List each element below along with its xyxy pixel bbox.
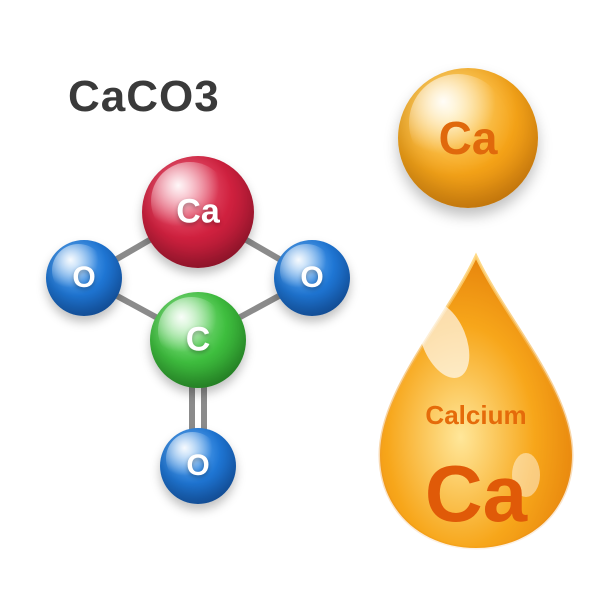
- atom-label: Ca: [142, 193, 254, 232]
- atom-label: C: [150, 321, 246, 360]
- atom-o2: O: [274, 240, 350, 316]
- atom-c: C: [150, 292, 246, 388]
- atom-label: O: [274, 261, 350, 295]
- calcium-ball: Ca: [398, 68, 538, 208]
- atom-o1: O: [46, 240, 122, 316]
- calcium-drop: Calcium Ca: [376, 250, 576, 550]
- atom-label: O: [46, 261, 122, 295]
- formula-text: CaCO3: [68, 72, 220, 122]
- atom-o3: O: [160, 428, 236, 504]
- drop-label-main: Ca: [376, 448, 576, 540]
- atom-label: O: [160, 449, 236, 483]
- diagram-canvas: CaCO3 CaOOCO Ca Calci: [0, 0, 612, 612]
- drop-label-small: Calcium: [376, 400, 576, 431]
- calcium-ball-label: Ca: [398, 111, 538, 165]
- atom-ca: Ca: [142, 156, 254, 268]
